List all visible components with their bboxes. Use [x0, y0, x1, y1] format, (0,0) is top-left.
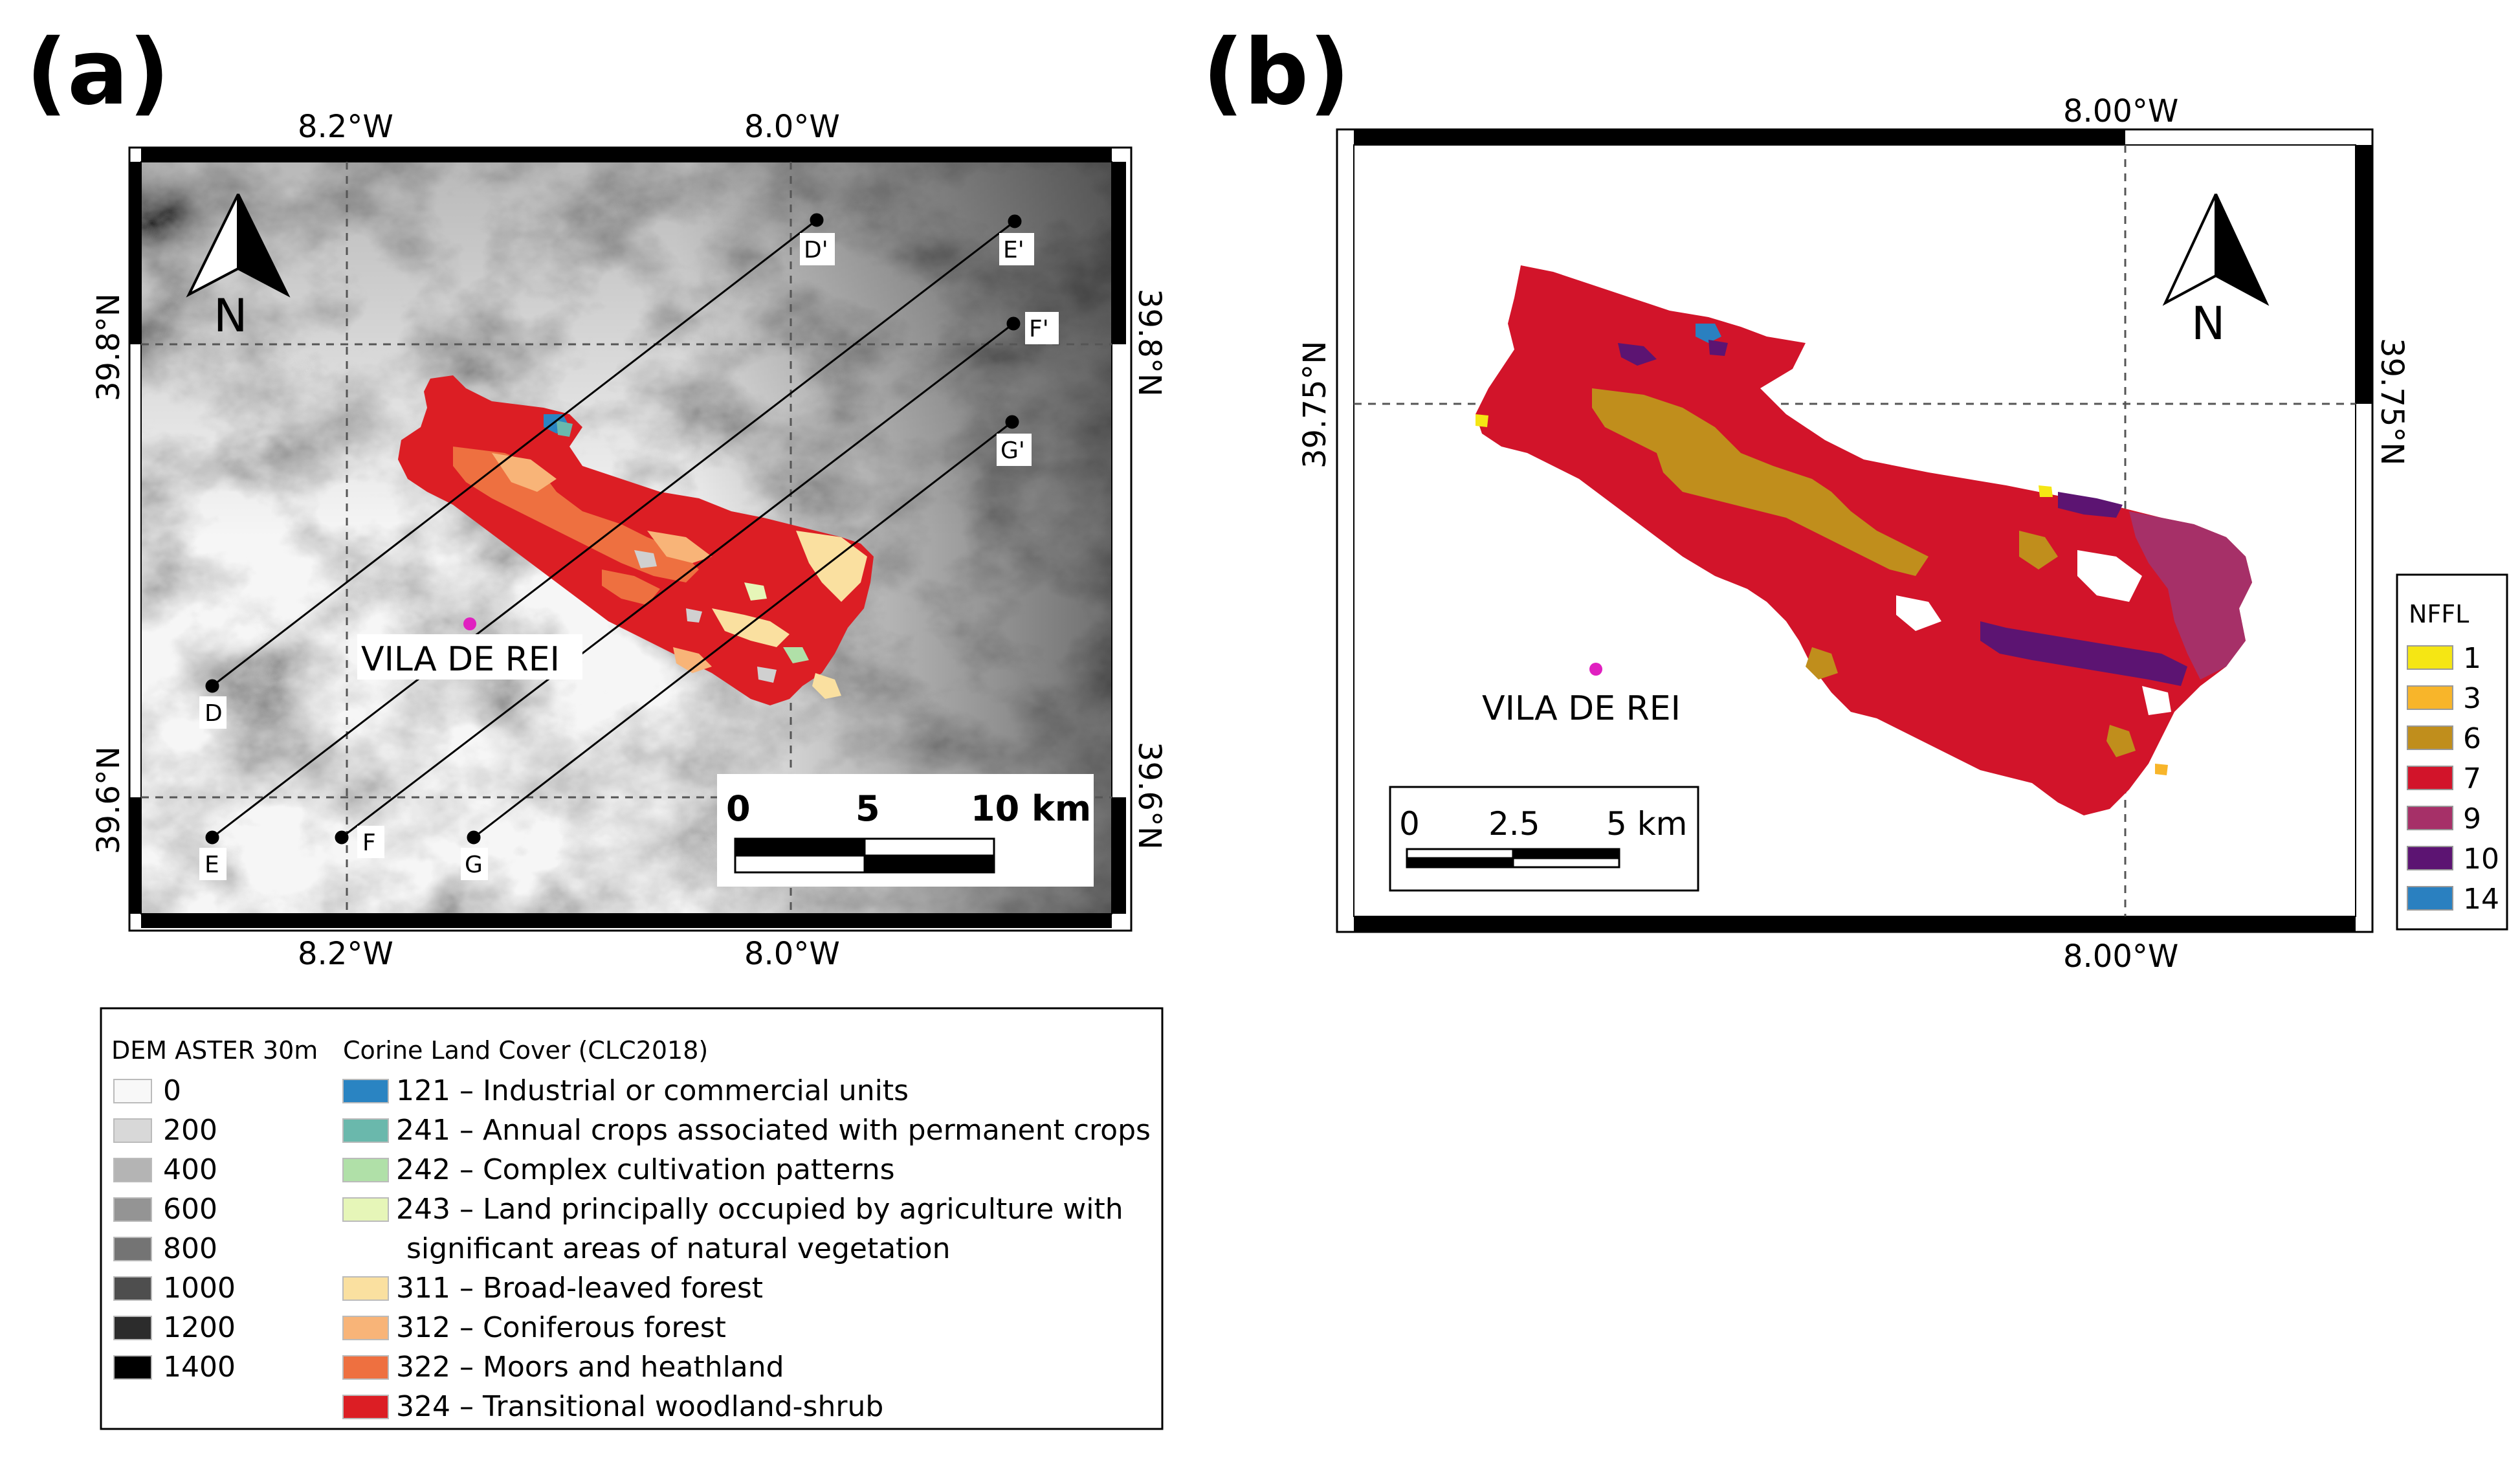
profile-f-end: F'	[1029, 316, 1049, 342]
profile-g-end: G'	[1000, 437, 1025, 464]
dem-legend-label: 200	[163, 1114, 217, 1147]
clc-swatch	[342, 1316, 389, 1340]
clc-legend-label: 121 – Industrial or commercial units	[396, 1074, 909, 1107]
clc-swatch	[342, 1276, 389, 1301]
nffl-swatch	[2407, 886, 2453, 911]
clc-swatch	[342, 1158, 389, 1182]
clc-legend-label: 243 – Land principally occupied by agric…	[396, 1193, 1123, 1226]
profile-lines	[205, 213, 1022, 845]
nffl-swatch	[2407, 645, 2453, 670]
fuel-model-map	[1476, 265, 2252, 815]
profile-f-start: F	[362, 830, 376, 856]
panel-b-map: VILA DE REI N 0 2.5 5 km 8.00°W 8.00°W 3…	[1297, 93, 2410, 975]
scalebar-b: 0 2.5 5 km	[1389, 786, 1699, 892]
dem-legend-label: 400	[163, 1153, 217, 1186]
profile-d-end: D'	[804, 237, 828, 263]
dem-swatch	[113, 1197, 152, 1222]
nffl-legend-title: NFFL	[2409, 600, 2469, 628]
dem-swatch	[113, 1316, 152, 1340]
north-arrow-b: N	[2162, 194, 2270, 350]
dem-legend-label: 1400	[163, 1351, 236, 1384]
clc-legend-label: 322 – Moors and heathland	[396, 1351, 784, 1384]
dem-swatch	[113, 1118, 152, 1143]
profile-e-end: E'	[1003, 237, 1024, 263]
clc-legend-title: Corine Land Cover (CLC2018)	[343, 1036, 708, 1065]
dem-swatch	[113, 1355, 152, 1380]
tick-b-left: 39.75°N	[1297, 341, 1333, 469]
profile-e-start: E	[204, 852, 219, 878]
dem-swatch	[113, 1079, 152, 1103]
north-arrow-a: N	[186, 194, 291, 342]
clc-swatch	[342, 1118, 389, 1143]
nffl-swatch	[2407, 806, 2453, 830]
tick-a-right-2: 39.6°N	[1131, 742, 1167, 850]
dem-legend-label: 800	[163, 1232, 217, 1265]
tick-a-top-2: 8.0°W	[744, 109, 840, 145]
legend-a: DEM ASTER 30m Corine Land Cover (CLC2018…	[100, 1007, 1164, 1430]
tick-a-left-2: 39.6°N	[91, 746, 127, 854]
tick-a-right-1: 39.8°N	[1131, 289, 1167, 397]
town-marker-b	[1589, 663, 1602, 676]
svg-text:10 km: 10 km	[971, 788, 1091, 829]
scalebar-a: 0 5 10 km	[717, 774, 1094, 887]
dem-swatch	[113, 1237, 152, 1261]
tick-a-left-1: 39.8°N	[91, 293, 127, 401]
panel-b-letter: (b)	[1202, 20, 1350, 126]
clc-swatch	[342, 1395, 389, 1419]
svg-text:N: N	[2191, 297, 2225, 350]
clc-legend-label: 242 – Complex cultivation patterns	[396, 1153, 895, 1186]
dem-legend-label: 0	[163, 1074, 181, 1107]
tick-b-top: 8.00°W	[2063, 93, 2178, 129]
nffl-legend-label: 1	[2463, 642, 2481, 675]
clc-legend-label: 312 – Coniferous forest	[396, 1311, 726, 1344]
svg-text:N: N	[214, 289, 247, 342]
dem-legend-label: 600	[163, 1193, 217, 1226]
nffl-swatch	[2407, 846, 2453, 870]
nffl-legend-label: 10	[2463, 843, 2499, 876]
tick-a-bottom-1: 8.2°W	[298, 936, 393, 972]
nffl-legend-label: 14	[2463, 883, 2499, 916]
profile-d-start: D	[204, 700, 223, 727]
clc-swatch	[342, 1197, 389, 1222]
town-label-b: VILA DE REI	[1482, 689, 1681, 728]
nffl-swatch	[2407, 685, 2453, 710]
dem-legend-title: DEM ASTER 30m	[111, 1036, 318, 1065]
svg-text:0: 0	[726, 788, 751, 829]
nffl-legend-label: 9	[2463, 802, 2481, 835]
clc-legend-label: 241 – Annual crops associated with perma…	[396, 1114, 1151, 1147]
svg-text:0: 0	[1399, 805, 1420, 843]
tick-b-right: 39.75°N	[2374, 338, 2410, 465]
nffl-legend-label: 7	[2463, 762, 2481, 795]
panel-a-map: D D' E E' F F' G G' VILA DE REI N	[91, 109, 1167, 972]
nffl-swatch	[2407, 725, 2453, 750]
town-label-a: VILA DE REI	[361, 640, 560, 679]
panel-a-letter: (a)	[26, 20, 170, 126]
dem-swatch	[113, 1276, 152, 1301]
nffl-legend-label: 3	[2463, 682, 2481, 715]
svg-text:5: 5	[856, 788, 880, 829]
svg-text:2.5: 2.5	[1488, 805, 1540, 843]
town-marker-a	[463, 617, 476, 630]
tick-b-bottom: 8.00°W	[2063, 938, 2178, 975]
legend-b: NFFL 1 3 6 7 9 10 14	[2396, 573, 2508, 931]
clc-legend-label-cont: significant areas of natural vegetation	[406, 1232, 950, 1265]
dem-legend-label: 1000	[163, 1272, 236, 1305]
dem-swatch	[113, 1158, 152, 1182]
nffl-swatch	[2407, 766, 2453, 790]
clc-swatch	[342, 1355, 389, 1380]
svg-text:5 km: 5 km	[1606, 805, 1687, 843]
dem-legend-label: 1200	[163, 1311, 236, 1344]
clc-legend-label: 311 – Broad-leaved forest	[396, 1272, 763, 1305]
burned-area-landcover	[398, 375, 874, 705]
tick-a-top-1: 8.2°W	[298, 109, 393, 145]
profile-g-start: G	[465, 852, 483, 878]
tick-a-bottom-2: 8.0°W	[744, 936, 840, 972]
nffl-legend-label: 6	[2463, 722, 2481, 755]
clc-swatch	[342, 1079, 389, 1103]
clc-legend-label: 324 – Transitional woodland-shrub	[396, 1390, 883, 1423]
